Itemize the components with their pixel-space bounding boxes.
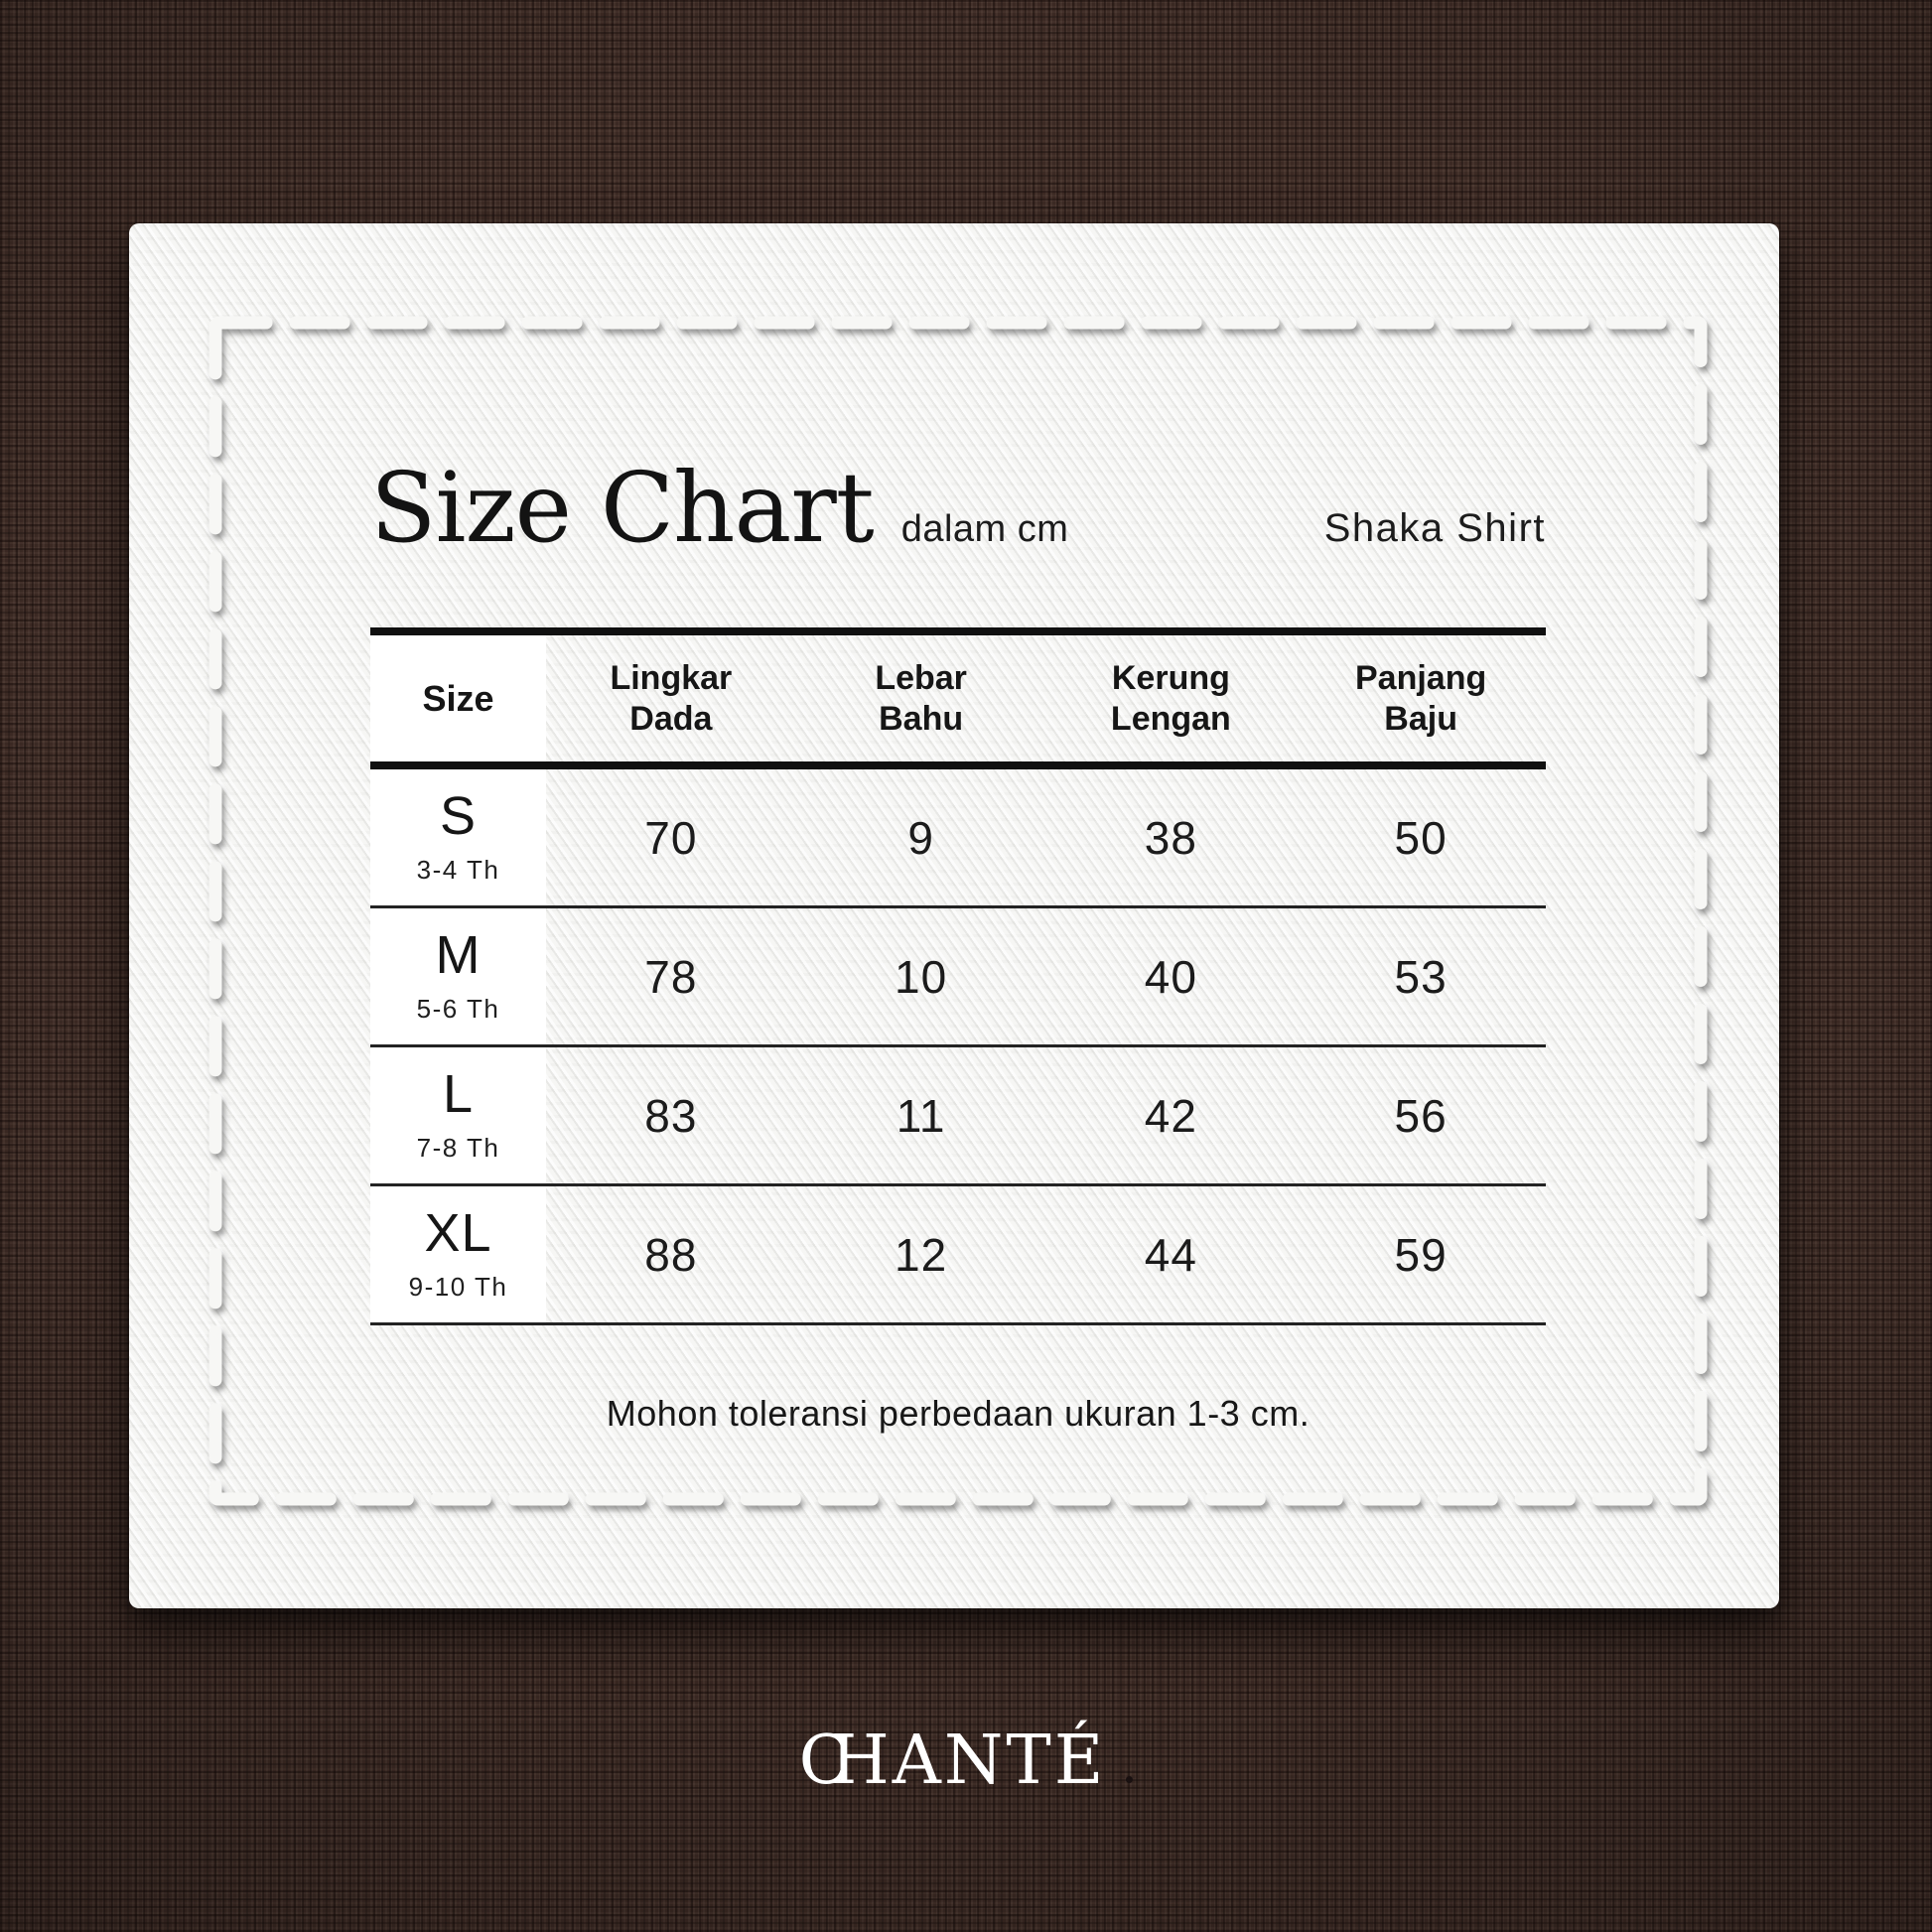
column-header-line: Kerung <box>1111 658 1230 697</box>
value-kerung-lengan: 38 <box>1144 811 1197 864</box>
size-cell: S 3-4 Th <box>370 769 546 905</box>
age-range-label: 9-10 Th <box>408 1272 508 1302</box>
value-panjang-baju: 59 <box>1394 1228 1448 1281</box>
size-cell: XL 9-10 Th <box>370 1186 546 1322</box>
tolerance-note: Mohon toleransi perbedaan ukuran 1-3 cm. <box>606 1393 1311 1434</box>
unit-label: dalam cm <box>900 508 1069 550</box>
card-header: Size Chart dalam cm Shaka Shirt <box>370 460 1546 556</box>
product-name: Shaka Shirt <box>1323 506 1546 550</box>
stitch-border-decoration <box>208 316 1708 1506</box>
size-chart-card: Size Chart dalam cm Shaka Shirt Size Lin… <box>129 223 1779 1608</box>
column-header-lingkar-dada: Lingkar Dada <box>546 635 796 761</box>
size-table: Size Lingkar Dada Lebar Bahu Kerung Leng… <box>370 627 1546 1325</box>
value-lebar-bahu: 9 <box>907 811 934 864</box>
size-label: L <box>442 1064 475 1124</box>
table-row-size-xl: XL 9-10 Th 88 12 44 59 <box>370 1186 1546 1325</box>
value-panjang-baju: 50 <box>1394 811 1448 864</box>
size-label: M <box>435 925 482 985</box>
logo-period <box>1126 1776 1134 1783</box>
logo-letter-c: C <box>798 1722 854 1800</box>
table-header-row: Size Lingkar Dada Lebar Bahu Kerung Leng… <box>370 627 1546 769</box>
column-header-panjang-baju: Panjang Baju <box>1296 635 1546 761</box>
age-range-label: 5-6 Th <box>416 994 500 1024</box>
column-header-line: Lengan <box>1110 699 1231 738</box>
value-lebar-bahu: 11 <box>896 1089 946 1142</box>
logo-letters-rest: HANTÉ <box>830 1722 1107 1800</box>
table-row-size-s: S 3-4 Th 70 9 38 50 <box>370 769 1546 908</box>
column-header-lebar-bahu: Lebar Bahu <box>796 635 1046 761</box>
value-lebar-bahu: 12 <box>895 1228 948 1281</box>
size-cell: L 7-8 Th <box>370 1047 546 1183</box>
size-label: S <box>439 786 478 846</box>
column-header-line: Lingkar <box>610 658 733 697</box>
value-lingkar-dada: 88 <box>644 1228 698 1281</box>
column-header-size: Size <box>370 635 546 761</box>
size-cell: M 5-6 Th <box>370 908 546 1044</box>
brand-logo: CHANTÉ <box>0 1727 1932 1795</box>
age-range-label: 3-4 Th <box>416 855 500 885</box>
value-kerung-lengan: 42 <box>1144 1089 1197 1142</box>
value-lingkar-dada: 83 <box>644 1089 698 1142</box>
column-header-kerung-lengan: Kerung Lengan <box>1046 635 1297 761</box>
column-header-line: Lebar <box>875 658 967 697</box>
value-lingkar-dada: 70 <box>644 811 698 864</box>
table-row-size-l: L 7-8 Th 83 11 42 56 <box>370 1047 1546 1186</box>
column-header-line: Panjang <box>1355 658 1487 697</box>
value-lingkar-dada: 78 <box>644 950 698 1003</box>
size-label: XL <box>424 1203 492 1263</box>
age-range-label: 7-8 Th <box>416 1133 500 1163</box>
value-panjang-baju: 56 <box>1394 1089 1448 1142</box>
column-header-line: Baju <box>1384 699 1457 738</box>
value-lebar-bahu: 10 <box>895 950 948 1003</box>
column-header-line: Dada <box>629 699 713 738</box>
page-title: Size Chart <box>370 452 875 564</box>
value-kerung-lengan: 44 <box>1144 1228 1197 1281</box>
value-kerung-lengan: 40 <box>1144 950 1197 1003</box>
value-panjang-baju: 53 <box>1394 950 1448 1003</box>
table-row-size-m: M 5-6 Th 78 10 40 53 <box>370 908 1546 1047</box>
column-header-line: Bahu <box>879 699 964 738</box>
